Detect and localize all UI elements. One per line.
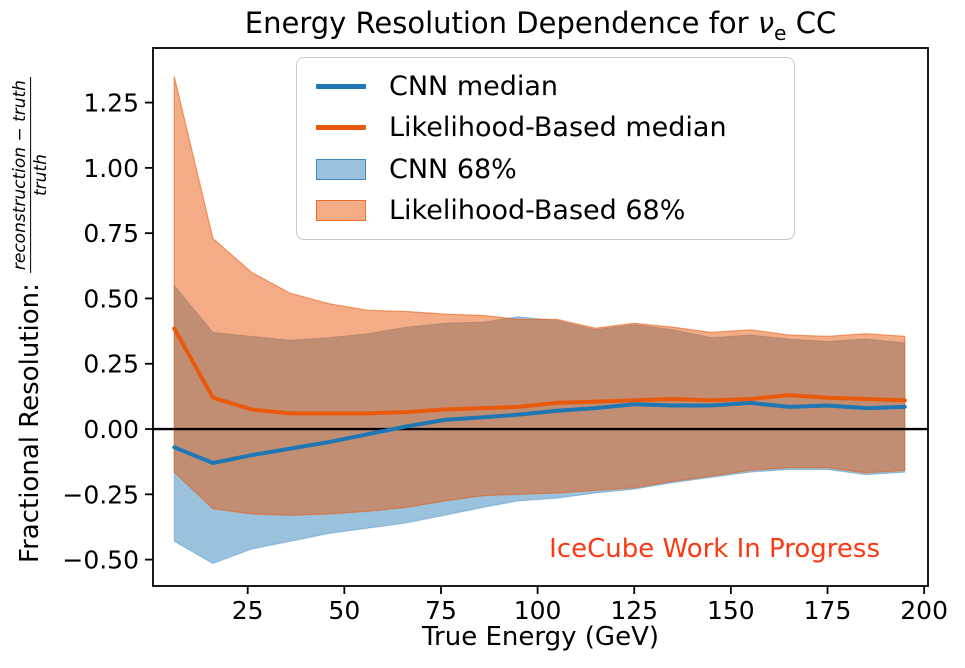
y-axis-fraction: reconstruction − truth truth — [10, 77, 52, 274]
x-tick-label: 125 — [610, 596, 658, 625]
x-axis-label: True Energy (GeV) — [422, 622, 659, 652]
legend: CNN median Likelihood-Based median CNN 6… — [296, 57, 795, 240]
legend-item-cnn-median: CNN median — [311, 66, 780, 107]
likelihood-median-line — [172, 326, 907, 416]
x-tick-label: 200 — [900, 596, 948, 625]
fraction-denominator: truth — [31, 154, 52, 197]
y-tick-label: 0.25 — [83, 350, 139, 379]
cnn-median-line — [172, 400, 907, 465]
fraction-numerator: reconstruction − truth — [10, 77, 32, 274]
x-tick-label: 25 — [232, 596, 264, 625]
y-axis-label-prefix: Fractional Resolution: — [15, 283, 45, 563]
plot-frame — [152, 47, 929, 587]
x-tick-label: 175 — [804, 596, 852, 625]
nu-symbol: ν — [757, 6, 775, 40]
x-tick-label: 50 — [328, 596, 360, 625]
y-tick-label: 1.00 — [83, 154, 139, 183]
x-tick-label: 150 — [707, 596, 755, 625]
likelihood-band-patch-sample — [311, 199, 371, 221]
legend-label: Likelihood-Based 68% — [389, 194, 686, 226]
legend-item-likelihood-median: Likelihood-Based median — [311, 107, 780, 148]
y-tick-label: 0.75 — [83, 219, 139, 248]
chart-title: Energy Resolution Dependence for νe CC — [153, 6, 928, 45]
y-axis-label: Fractional Resolution: reconstruction − … — [9, 77, 52, 563]
y-tick-label: 0.50 — [83, 284, 139, 313]
watermark-icecube-work-in-progress: IceCube Work In Progress — [549, 534, 880, 564]
x-tick-label: 75 — [425, 596, 457, 625]
legend-item-cnn-band: CNN 68% — [311, 149, 780, 190]
y-tick-label: −0.25 — [62, 480, 139, 509]
y-tick-label: 1.25 — [83, 89, 139, 118]
likelihood-median-line-sample — [311, 125, 371, 131]
chart-title-text: Energy Resolution Dependence for — [244, 6, 758, 40]
y-tick-label: −0.50 — [62, 546, 139, 575]
y-tick-label: 0.00 — [83, 415, 139, 444]
cnn-median-line-sample — [311, 84, 371, 90]
legend-label: Likelihood-Based median — [389, 112, 727, 144]
cnn-band-patch-sample — [311, 158, 371, 180]
legend-item-likelihood-band: Likelihood-Based 68% — [311, 190, 780, 231]
legend-label: CNN median — [389, 71, 559, 103]
legend-label: CNN 68% — [389, 153, 517, 185]
x-tick-label: 100 — [514, 596, 562, 625]
nu-subscript: e — [774, 20, 787, 45]
chart-title-suffix: CC — [786, 6, 837, 40]
